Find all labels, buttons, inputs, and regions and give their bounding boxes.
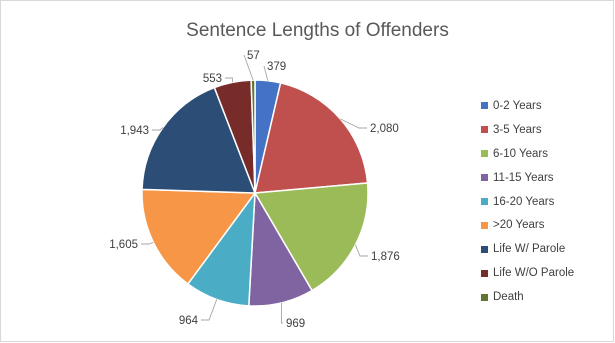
- data-label-death: 57: [247, 50, 260, 62]
- leader-line-death: [243, 54, 254, 81]
- leader-line-16-20-years: [201, 299, 218, 321]
- legend-label: 6-10 Years: [493, 147, 548, 160]
- legend-item-life-w-parole: Life W/ Parole: [481, 237, 574, 261]
- legend-swatch: [481, 126, 488, 134]
- data-label-11-15-years: 969: [286, 318, 305, 330]
- legend-item-11-15-years: 11-15 Years: [481, 166, 574, 190]
- legend-label: 11-15 Years: [493, 171, 554, 184]
- legend-item-16-20-years: 16-20 Years: [481, 190, 574, 214]
- legend-swatch: [481, 198, 488, 205]
- legend-item-6-10-years: 6-10 Years: [481, 142, 574, 166]
- legend-item-death: Death: [481, 285, 574, 309]
- data-label-6-10-years: 1,876: [371, 251, 400, 263]
- leader-line-3-5-years: [340, 118, 367, 129]
- chart-title: Sentence Lengths of Offenders: [186, 20, 449, 41]
- legend-swatch: [481, 150, 488, 158]
- leader-line-life-w-o-parole: [225, 77, 233, 83]
- legend-label: Life W/ Parole: [493, 243, 566, 256]
- data-label-0-2-years: 379: [267, 61, 286, 73]
- legend-swatch: [481, 269, 488, 277]
- legend-item-3-5-years: 3-5 Years: [481, 118, 574, 142]
- legend-swatch: [481, 174, 488, 182]
- data-label-life-w-o-parole: 553: [203, 73, 222, 85]
- leader-line-20-years: [141, 241, 154, 245]
- data-label-life-w-parole: 1,943: [120, 125, 149, 137]
- legend-label: 3-5 Years: [493, 123, 542, 136]
- legend-label: Life W/O Parole: [493, 267, 575, 280]
- legend-label: Death: [493, 291, 524, 304]
- legend-label: 0-2 Years: [493, 99, 542, 112]
- pie-slice-20-years: [141, 188, 257, 285]
- pie-slice-life-w-parole: [141, 86, 257, 194]
- legend-item-0-2-years: 0-2 Years: [481, 94, 574, 118]
- data-label-20-years: 1,605: [109, 239, 138, 251]
- legend-swatch: [481, 221, 488, 229]
- legend-swatch: [481, 102, 488, 110]
- legend-label: 16-20 Years: [493, 195, 555, 208]
- pie-slice-6-10-years: [253, 182, 369, 292]
- legend-item-20-years: >20 Years: [481, 213, 574, 237]
- legend-swatch: [481, 293, 488, 301]
- leader-line-6-10-years: [355, 244, 368, 257]
- leader-line-life-w-parole: [152, 127, 164, 131]
- legend: 0-2 Years 3-5 Years 6-10 Years 11-15 Years 1…: [481, 94, 574, 309]
- leader-line-11-15-years: [281, 302, 283, 324]
- data-label-16-20-years: 964: [179, 315, 199, 327]
- data-label-3-5-years: 2,080: [370, 123, 399, 135]
- leader-line-0-2-years: [263, 65, 269, 81]
- legend-label: >20 Years: [493, 219, 545, 232]
- legend-swatch: [481, 245, 488, 253]
- legend-item-life-w-o-parole: Life W/O Parole: [481, 261, 574, 285]
